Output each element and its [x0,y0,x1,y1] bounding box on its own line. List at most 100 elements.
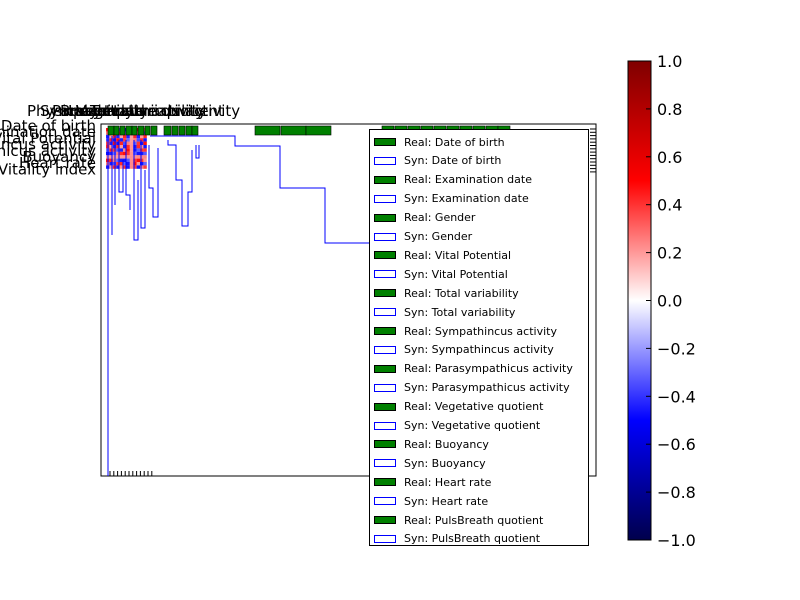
legend-swatch-syn [374,156,396,165]
legend-label: Syn: Gender [404,230,473,243]
legend-swatch-real [374,364,396,373]
x-tick-label: Buoyancy [60,102,134,120]
heatmap-cell [123,148,127,152]
real-hist-bar [107,125,115,136]
heatmap-cell [123,145,127,149]
heatmap-cell [123,162,127,166]
heatmap-cell [119,141,123,145]
legend-entry: Syn: Gender [374,229,472,245]
colorbar-ticks: 1.0 0.8 0.6 0.4 0.2 0.0 −0.2 −0.4 −0.6 −0.8 −1.0 [646,52,696,550]
heatmap-cell [140,165,144,169]
heatmap-cell [109,158,113,162]
legend-label: Real: Date of birth [404,135,505,149]
heatmap-cell [140,151,144,156]
legend-label: Real: Gender [404,211,476,225]
real-hist-bar [178,125,186,136]
colorbar-tick-label: 1.0 [657,52,682,71]
heatmap-cell [133,151,137,156]
legend-label: Syn: Total variability [404,305,516,319]
legend-label: Syn: Examination date [404,192,529,206]
heatmap-cell [123,138,127,142]
heatmap-cell [129,155,134,159]
heatmap-cell [126,141,130,145]
real-hist-bar [119,125,126,136]
heatmap-cell [140,138,144,142]
legend-label: Syn: Buoyancy [404,456,486,470]
heatmap-cell [143,155,147,159]
legend-label: Real: Total variability [404,286,519,300]
legend-swatch-syn [374,232,396,241]
real-hist-bar [125,125,133,136]
heatmap-cell [109,148,113,152]
real-hist-bar [163,125,172,136]
syn-step-outline [195,145,200,159]
x-tick-label: Parasympathicus activity [52,102,240,120]
heatmap-cell [133,145,137,149]
heatmap-cell [116,134,120,139]
legend-entry: Real: Date of birth [374,134,505,150]
y-tick-label: Buoyancy [22,148,96,166]
colorbar-tick-label: 0.0 [657,292,682,311]
heatmap-cell [119,151,123,156]
legend-entry: Real: Buoyancy [374,436,489,452]
y-tick-label: Heart rate [19,154,96,172]
heatmap-cell [119,138,123,142]
heatmap-cell [126,165,130,169]
real-hist-bar [144,125,151,136]
heatmap-cell [129,134,134,139]
x-tick-label: Total variability [89,102,204,120]
real-hist-bar [280,125,307,136]
heatmap-cell [116,141,120,145]
legend-label: Real: Sympathincus activity [404,324,557,338]
heatmap-cell [129,162,134,166]
heatmap-cell [116,138,120,142]
real-hist-bar [150,125,158,136]
heatmap-cell [109,151,113,156]
heatmap-cell [136,141,140,145]
heatmap-cell [123,155,127,159]
real-hist-bar [113,125,120,136]
legend-swatch-syn [374,459,396,468]
legend-swatch-syn [374,383,396,392]
heatmap-cell [109,155,113,159]
legend-label: Real: Heart rate [404,475,492,489]
legend-swatch-syn [374,497,396,506]
legend-entry: Syn: Vegetative quotient [374,418,540,434]
real-hist-bar [305,125,332,136]
legend-entry: Real: Examination date [374,172,532,188]
heatmap-cell [129,165,134,169]
heatmap-cell [116,158,120,162]
heatmap-cell [140,134,144,139]
heatmap-cell [143,141,147,145]
heatmap-cell [126,162,130,166]
heatmap-cell [119,162,123,166]
colorbar: 1.0 0.8 0.6 0.4 0.2 0.0 −0.2 −0.4 −0.6 −0.8 −1.0 [627,52,696,550]
heatmap-cell [123,165,127,169]
heatmap-cell [106,128,110,132]
heatmap-cell [143,165,147,169]
legend-swatch-real [374,138,396,146]
heatmap-cell [133,148,137,152]
heatmap-cell [109,138,113,142]
legend-entry: Syn: Total variability [374,304,515,320]
heatmap-cell [116,151,120,156]
colorbar-tick-label: −0.8 [657,483,696,502]
legend-swatch-real [374,440,396,449]
heatmap-cell [129,148,134,152]
heatmap-cell [123,151,127,156]
real-hist-bar [185,125,193,136]
y-tick-label: Vital Potential [0,129,96,147]
heatmap-cell [136,138,140,142]
y-tick-label: Date of birth [1,117,96,135]
legend-entry: Syn: Buoyancy [374,455,486,471]
colorbar-tick-label: 0.4 [657,196,682,215]
heatmap-cell [116,165,120,169]
legend-label: Real: Parasympathicus activity [404,362,573,376]
heatmap-cell [106,131,110,135]
heatmap-cell [143,162,147,166]
heatmap-cell [140,155,144,159]
legend-entry: Real: Vegetative quotient [374,399,543,415]
real-hist-bar [137,125,145,136]
